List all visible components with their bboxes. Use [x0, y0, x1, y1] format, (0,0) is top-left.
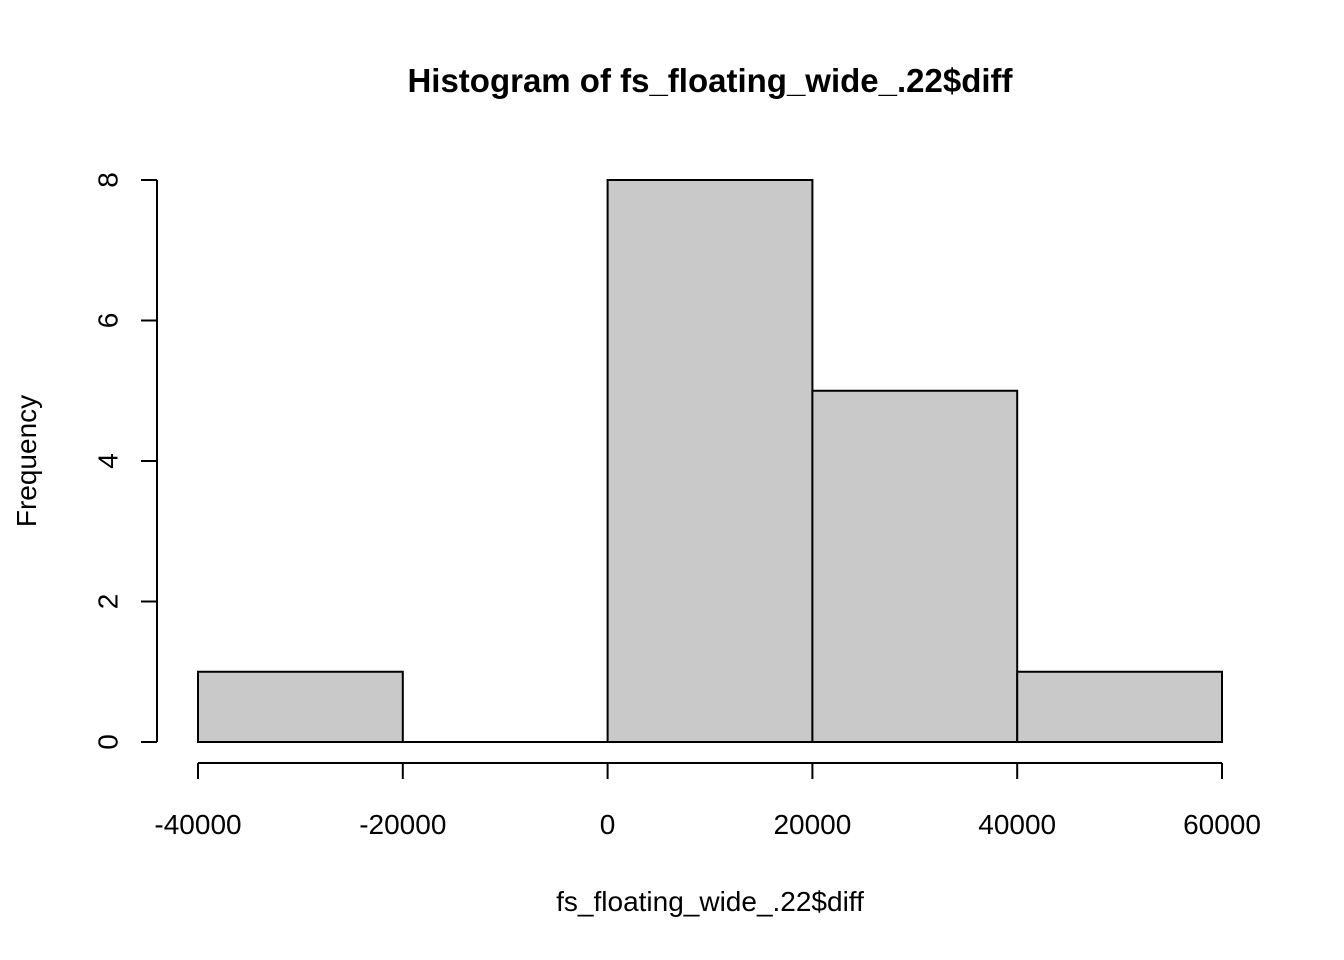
x-axis-label: fs_floating_wide_.22$diff — [556, 886, 864, 917]
chart-title: Histogram of fs_floating_wide_.22$diff — [407, 62, 1013, 99]
x-axis: -40000 -20000 0 20000 40000 60000 — [154, 762, 1261, 840]
y-axis: 0 2 4 6 8 — [93, 172, 158, 750]
x-tick-label: 0 — [600, 809, 616, 840]
x-tick-label: 60000 — [1183, 809, 1261, 840]
y-tick-label: 2 — [93, 594, 124, 610]
y-axis-label: Frequency — [11, 395, 42, 527]
histogram-bar — [197, 670, 404, 743]
histogram-bar — [811, 389, 1019, 743]
histogram-bar — [1016, 670, 1224, 743]
y-tick-label: 4 — [93, 453, 124, 469]
histogram-bar — [606, 179, 814, 743]
y-tick-label: 0 — [93, 734, 124, 750]
x-tick-label: -40000 — [154, 809, 241, 840]
x-tick-label: 20000 — [773, 809, 851, 840]
bars-group — [197, 179, 1224, 743]
x-tick-label: -20000 — [359, 809, 446, 840]
x-tick-label: 40000 — [978, 809, 1056, 840]
y-tick-label: 8 — [93, 172, 124, 188]
y-tick-label: 6 — [93, 313, 124, 329]
